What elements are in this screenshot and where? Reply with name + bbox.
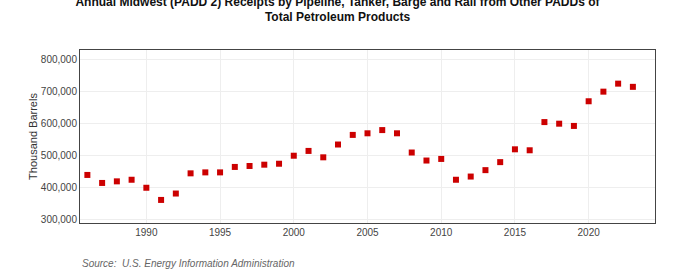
svg-text:1995: 1995 [209,227,232,238]
svg-text:1990: 1990 [135,227,158,238]
svg-text:2000: 2000 [283,227,306,238]
svg-text:2010: 2010 [430,227,453,238]
svg-text:400,000: 400,000 [41,182,78,193]
svg-text:300,000: 300,000 [41,214,78,225]
svg-text:Annual Midwest (PADD 2) Receip: Annual Midwest (PADD 2) Receipts by Pipe… [75,0,600,24]
svg-text:2015: 2015 [504,227,527,238]
svg-text:Source: U.S. Energy Informati: Source: U.S. Energy Information Administ… [82,258,295,269]
svg-text:2005: 2005 [356,227,379,238]
svg-text:700,000: 700,000 [41,86,78,97]
svg-text:600,000: 600,000 [41,118,78,129]
svg-text:800,000: 800,000 [41,54,78,65]
svg-text:Thousand Barrels: Thousand Barrels [27,93,39,180]
svg-text:500,000: 500,000 [41,150,78,161]
svg-text:2020: 2020 [578,227,601,238]
